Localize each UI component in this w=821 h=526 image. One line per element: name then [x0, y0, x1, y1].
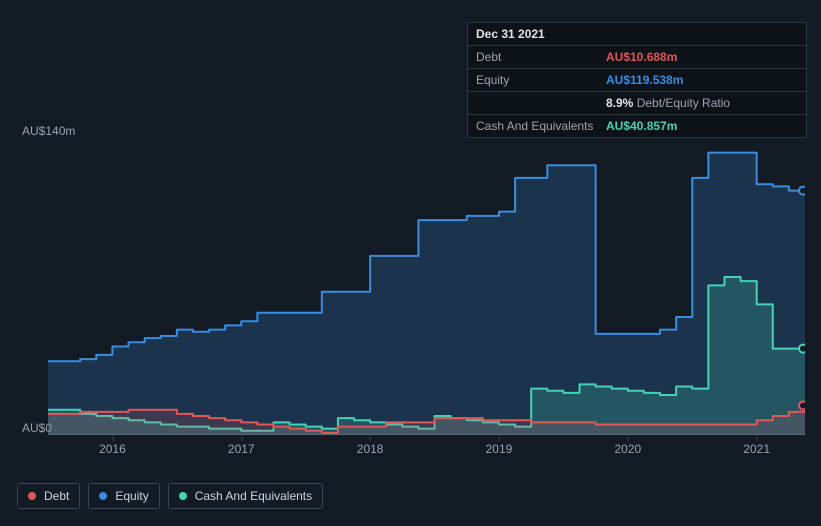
x-tick: 2016: [99, 442, 126, 456]
x-tick: 2018: [357, 442, 384, 456]
x-tick: 2021: [743, 442, 770, 456]
tooltip-value: AU$119.538m: [606, 73, 683, 87]
tooltip-value: 8.9%: [606, 96, 633, 110]
tooltip-date: Dec 31 2021: [476, 27, 545, 41]
legend-dot-icon: [99, 492, 107, 500]
tooltip-value: AU$10.688m: [606, 50, 677, 64]
tooltip-label: Debt: [476, 50, 606, 64]
tooltip-value-wrap: 8.9% Debt/Equity Ratio: [606, 96, 730, 110]
tooltip-suffix: Debt/Equity Ratio: [633, 96, 730, 110]
legend-item[interactable]: Debt: [17, 483, 80, 509]
legend-item[interactable]: Cash And Equivalents: [168, 483, 323, 509]
y-axis-label-max: AU$140m: [22, 124, 75, 138]
legend-label: Equity: [115, 489, 148, 503]
x-tick: 2017: [228, 442, 255, 456]
chart-tooltip: Dec 31 2021 Debt AU$10.688m Equity AU$11…: [467, 22, 807, 138]
tooltip-row-equity: Equity AU$119.538m: [468, 69, 806, 92]
tooltip-date-row: Dec 31 2021: [468, 23, 806, 46]
legend-item[interactable]: Equity: [88, 483, 159, 509]
tooltip-row-cash: Cash And Equivalents AU$40.857m: [468, 115, 806, 137]
legend-dot-icon: [28, 492, 36, 500]
tooltip-row-debt: Debt AU$10.688m: [468, 46, 806, 69]
x-tick: 2019: [486, 442, 513, 456]
chart-plot-area[interactable]: [48, 140, 805, 435]
tooltip-row-ratio: 8.9% Debt/Equity Ratio: [468, 92, 806, 115]
legend-dot-icon: [179, 492, 187, 500]
chart-legend: Debt Equity Cash And Equivalents: [17, 483, 323, 509]
legend-label: Cash And Equivalents: [195, 489, 312, 503]
tooltip-value: AU$40.857m: [606, 119, 677, 133]
x-axis: 2016 2017 2018 2019 2020 2021: [48, 442, 805, 462]
legend-label: Debt: [44, 489, 69, 503]
chart-svg: [48, 140, 805, 435]
tooltip-label: [476, 96, 606, 110]
x-tick: 2020: [614, 442, 641, 456]
tooltip-label: Cash And Equivalents: [476, 119, 606, 133]
tooltip-label: Equity: [476, 73, 606, 87]
